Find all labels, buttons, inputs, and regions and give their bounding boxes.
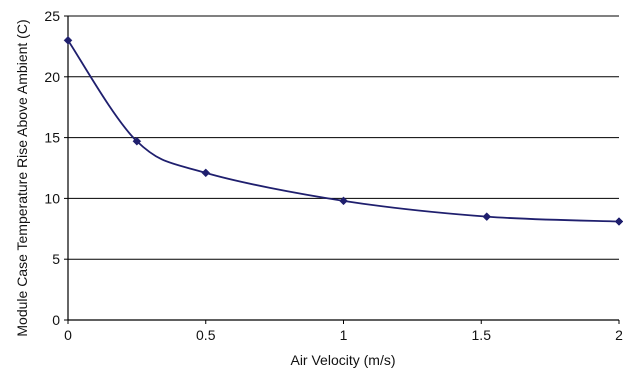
x-tick-label: 2 — [615, 327, 623, 343]
y-tick-label: 5 — [52, 251, 60, 267]
data-point-marker — [482, 212, 492, 221]
data-point-marker — [614, 217, 624, 226]
y-axis-title: Module Case Temperature Rise Above Ambie… — [14, 19, 30, 336]
x-tick-label: 1.5 — [472, 327, 492, 343]
axis-ticks: 0 5 10 15 20 25 0 0.5 1 1.5 2 — [44, 8, 623, 343]
y-tick-label: 0 — [52, 312, 60, 328]
y-tick-label: 15 — [44, 130, 60, 146]
data-point-marker — [132, 136, 142, 146]
y-tick-label: 25 — [44, 8, 60, 24]
grid-lines — [68, 15, 619, 260]
series-layer — [63, 35, 624, 226]
data-point-marker — [63, 35, 73, 45]
plot-area — [67, 16, 619, 321]
y-tick-label: 20 — [44, 69, 60, 85]
data-point-marker — [339, 196, 348, 206]
x-tick-label: 0 — [64, 327, 72, 343]
y-tick-label: 10 — [44, 190, 60, 206]
data-point-marker — [201, 168, 211, 178]
x-axis-title: Air Velocity (m/s) — [290, 352, 395, 368]
x-tick-label: 1 — [340, 327, 348, 343]
series-line — [67, 39, 620, 223]
x-tick-label: 0.5 — [196, 327, 216, 343]
